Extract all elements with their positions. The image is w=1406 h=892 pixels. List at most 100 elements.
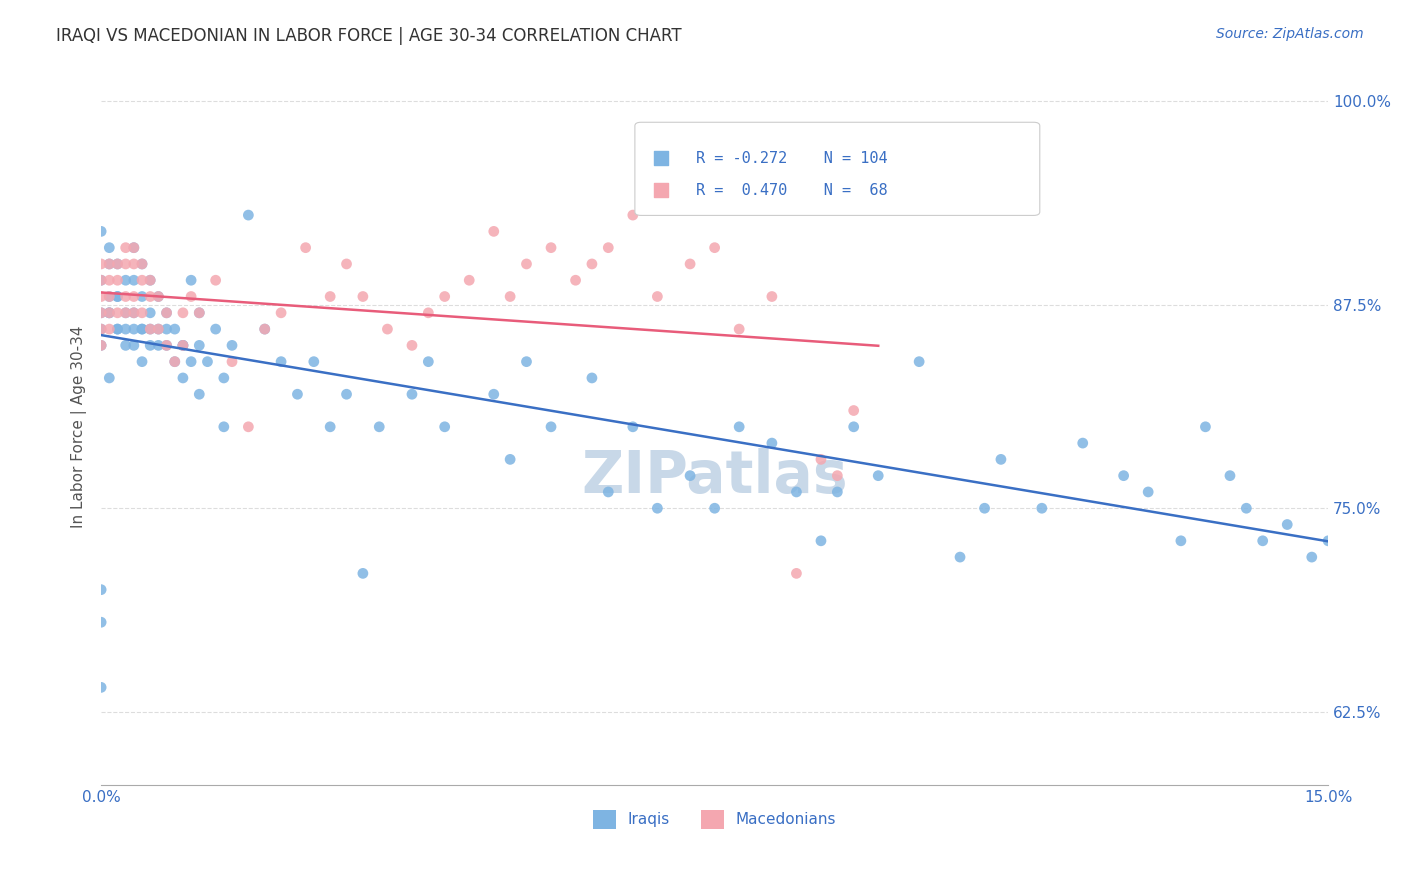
- Point: [90, 582, 112, 597]
- Point: [114, 306, 136, 320]
- Point: [131, 273, 153, 287]
- Point: [401, 387, 423, 401]
- Y-axis label: In Labor Force | Age 30-34: In Labor Force | Age 30-34: [72, 326, 87, 528]
- Point: [352, 289, 374, 303]
- Point: [122, 289, 145, 303]
- Point: [204, 273, 226, 287]
- Point: [679, 257, 702, 271]
- Point: [842, 419, 865, 434]
- Point: [139, 306, 162, 320]
- Point: [107, 322, 129, 336]
- Point: [98, 371, 121, 385]
- Point: [90, 338, 112, 352]
- Point: [148, 289, 170, 303]
- Point: [842, 403, 865, 417]
- Point: [139, 289, 162, 303]
- Point: [377, 322, 399, 336]
- Point: [131, 306, 153, 320]
- Point: [139, 322, 162, 336]
- Point: [98, 257, 121, 271]
- Text: ZIPatlas: ZIPatlas: [581, 449, 848, 506]
- Point: [253, 322, 276, 336]
- Point: [122, 273, 145, 287]
- Point: [319, 419, 342, 434]
- Point: [868, 468, 890, 483]
- Point: [212, 371, 235, 385]
- Point: [1219, 468, 1241, 483]
- Point: [581, 257, 603, 271]
- Point: [90, 322, 112, 336]
- Point: [139, 273, 162, 287]
- Point: [197, 354, 219, 368]
- Point: [98, 257, 121, 271]
- Point: [433, 289, 456, 303]
- Point: [139, 338, 162, 352]
- Point: [114, 273, 136, 287]
- Point: [98, 306, 121, 320]
- Point: [90, 322, 112, 336]
- Point: [458, 273, 481, 287]
- Point: [122, 241, 145, 255]
- Point: [155, 338, 177, 352]
- Point: [1137, 485, 1160, 500]
- Point: [1234, 501, 1257, 516]
- Point: [163, 354, 186, 368]
- Point: [122, 257, 145, 271]
- Point: [564, 273, 586, 287]
- Point: [148, 322, 170, 336]
- Point: [172, 338, 194, 352]
- Point: [107, 289, 129, 303]
- Point: [221, 338, 243, 352]
- Point: [221, 354, 243, 368]
- Point: [155, 306, 177, 320]
- Point: [482, 224, 505, 238]
- Point: [148, 322, 170, 336]
- Point: [1112, 468, 1135, 483]
- Point: [172, 338, 194, 352]
- Point: [90, 257, 112, 271]
- Point: [155, 322, 177, 336]
- Point: [761, 436, 783, 450]
- Point: [1317, 533, 1340, 548]
- Point: [90, 615, 112, 630]
- Point: [270, 306, 292, 320]
- Point: [90, 273, 112, 287]
- Point: [728, 419, 751, 434]
- Point: [418, 306, 440, 320]
- Point: [647, 289, 669, 303]
- Point: [90, 338, 112, 352]
- Point: [180, 354, 202, 368]
- Point: [319, 289, 342, 303]
- Point: [148, 338, 170, 352]
- Point: [90, 306, 112, 320]
- Point: [155, 306, 177, 320]
- Point: [114, 306, 136, 320]
- Point: [90, 306, 112, 320]
- Point: [131, 322, 153, 336]
- Point: [335, 387, 357, 401]
- Point: [131, 257, 153, 271]
- Point: [238, 208, 260, 222]
- Point: [114, 257, 136, 271]
- Point: [90, 273, 112, 287]
- Point: [107, 289, 129, 303]
- Point: [238, 419, 260, 434]
- Point: [287, 387, 309, 401]
- Point: [107, 322, 129, 336]
- Point: [621, 208, 644, 222]
- Point: [114, 289, 136, 303]
- Point: [1301, 550, 1323, 565]
- Point: [703, 241, 725, 255]
- Point: [1251, 533, 1274, 548]
- Point: [598, 241, 620, 255]
- Point: [294, 241, 316, 255]
- Point: [335, 257, 357, 271]
- Point: [990, 452, 1012, 467]
- Point: [785, 566, 807, 581]
- Point: [163, 354, 186, 368]
- Text: R =  0.470    N =  68: R = 0.470 N = 68: [696, 183, 887, 198]
- Text: Source: ZipAtlas.com: Source: ZipAtlas.com: [1216, 27, 1364, 41]
- Point: [728, 322, 751, 336]
- Point: [139, 322, 162, 336]
- Point: [188, 306, 211, 320]
